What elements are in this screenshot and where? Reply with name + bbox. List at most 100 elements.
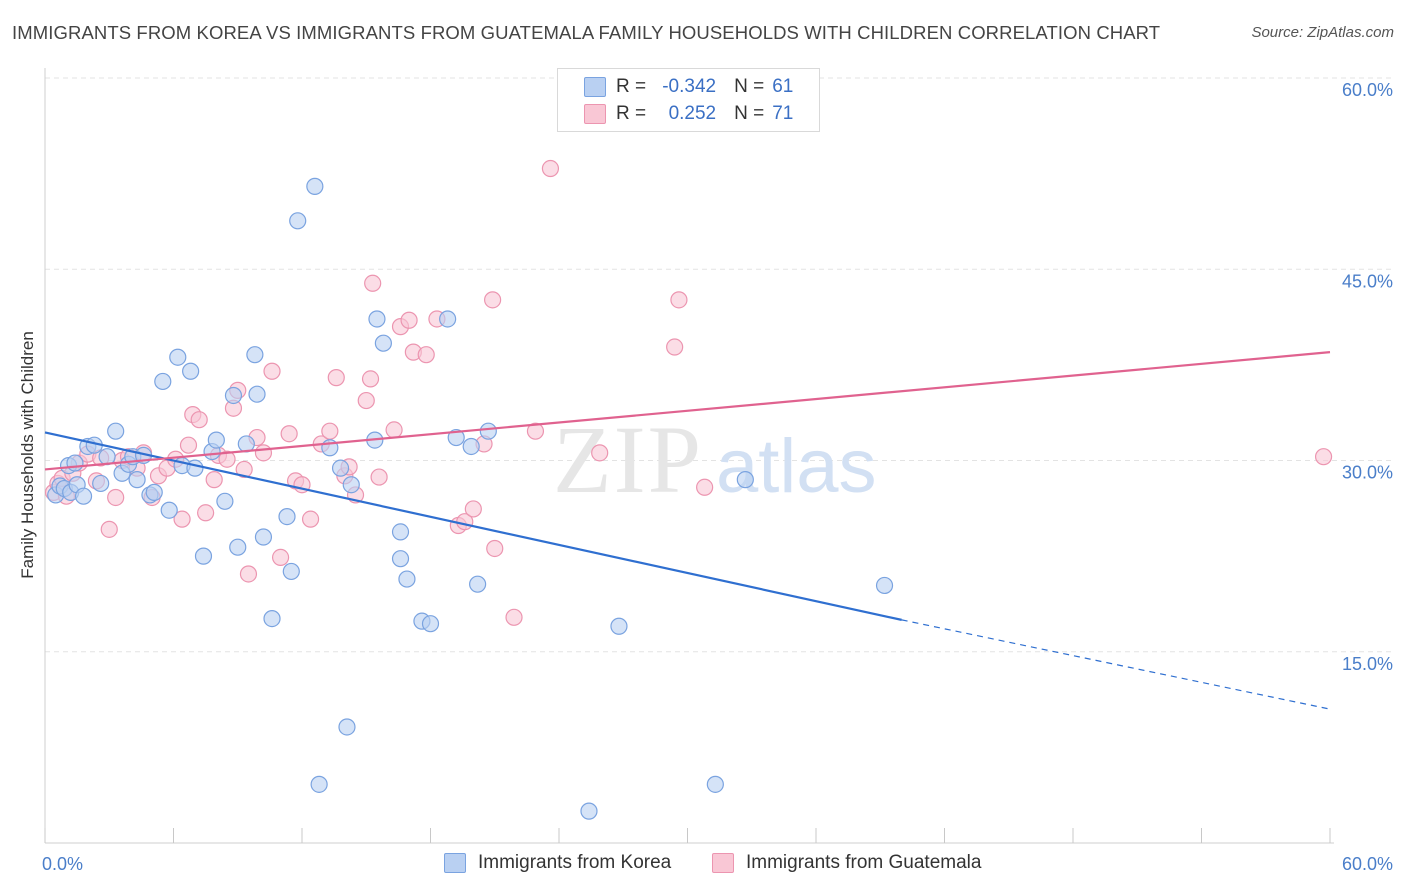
korea-swatch [584,77,606,97]
guatemala-point [205,471,223,489]
korea-point [154,372,172,391]
guatemala-point [254,444,273,462]
korea-point [610,617,628,635]
guatemala-point [197,504,215,522]
guatemala-point [385,421,403,439]
guatemala-point [541,159,560,178]
korea-point [306,177,324,195]
korea-point [310,775,328,793]
korea-point [107,422,125,440]
legend-n-label: N = [734,76,765,97]
guatemala-swatch [584,104,606,124]
korea-point [216,492,234,510]
guatemala-point [670,291,688,309]
guatemala-point [400,311,418,329]
legend-r-korea: -0.342 [662,76,717,97]
guatemala-point [179,436,198,454]
y-tick-label: 45.0% [1342,271,1393,291]
guatemala-point [239,565,258,583]
legend-n-label: N = [734,103,765,124]
guatemala-point [370,468,388,486]
korea-point [254,528,273,546]
korea-point [145,483,163,501]
korea-point [248,385,266,403]
korea-point [580,802,598,820]
trend-lines [44,351,1331,710]
korea-point [331,459,350,477]
korea-legend-swatch [444,853,466,873]
korea-point [289,212,307,230]
guatemala-point [357,391,375,410]
korea-trend-line [44,431,902,621]
guatemala-trend-line [44,351,1331,471]
watermark-zip: ZIP [553,406,703,513]
korea-point [207,431,225,449]
source-credit: Source: ZipAtlas.com [1251,24,1394,41]
korea-point [469,575,487,593]
watermark: ZIP atlas [553,406,877,513]
guatemala-point [280,425,298,443]
korea-point [224,386,243,405]
guatemala-point [526,422,545,440]
guatemala-point [218,450,236,468]
korea-point [278,507,296,526]
legend-item-korea[interactable]: Immigrants from Korea [444,852,671,874]
korea-point [338,718,356,736]
legend-r-label: R = [616,103,647,124]
correlation-legend: R = -0.342 N = 61 R = 0.252 N = 71 [557,68,820,132]
korea-point [706,775,724,793]
watermark-atlas: atlas [716,424,877,509]
korea-point [246,346,264,364]
korea-trend-extension [901,619,1331,710]
korea-point [368,310,386,328]
chart-title: IMMIGRANTS FROM KOREA VS IMMIGRANTS FROM… [12,22,1161,43]
guatemala-point [301,510,320,528]
guatemala-point [696,478,714,496]
korea-point [263,609,281,628]
guatemala-point [591,444,609,462]
legend-guatemala-label: Immigrants from Guatemala [746,852,982,873]
guatemala-point [361,370,380,388]
korea-point [160,501,178,519]
korea-point [391,523,410,541]
legend-n-korea: 61 [772,76,794,97]
korea-point [398,570,416,588]
series-legend: Immigrants from Korea Immigrants from Gu… [0,850,1406,878]
y-tick-label: 30.0% [1342,463,1393,483]
guatemala-point [464,500,482,518]
x-tick-max: 60.0% [1342,854,1393,874]
guatemala-point [271,548,290,567]
guatemala-point [321,422,339,440]
korea-point [194,547,213,565]
guatemala-legend-swatch [712,853,734,873]
korea-point [421,615,440,633]
guatemala-point [100,520,118,538]
guatemala-point [263,362,281,380]
legend-r-guatemala: 0.252 [668,103,717,124]
y-tick-label: 15.0% [1342,654,1393,674]
legend-item-guatemala[interactable]: Immigrants from Guatemala [712,852,981,874]
korea-point [229,538,247,556]
korea-point [374,334,392,352]
y-tick-labels: 15.0% 30.0% 45.0% 60.0% [1342,80,1393,674]
guatemala-point [666,338,684,356]
legend-r-label: R = [616,76,647,97]
guatemala-point [484,291,502,309]
korea-point [462,437,480,456]
korea-point [128,471,146,489]
legend-n-guatemala: 71 [772,103,794,124]
guatemala-point [486,539,504,558]
korea-point [186,459,204,477]
guatemala-point [505,608,523,626]
axes [44,68,1334,844]
korea-point [282,562,300,581]
guatemala-point [235,460,253,479]
korea-point [736,471,754,489]
korea-point [447,428,465,447]
guatemala-point [190,411,208,429]
korea-point [169,348,187,366]
korea-point [391,550,410,568]
legend-korea-label: Immigrants from Korea [478,852,672,873]
korea-point [342,476,360,494]
